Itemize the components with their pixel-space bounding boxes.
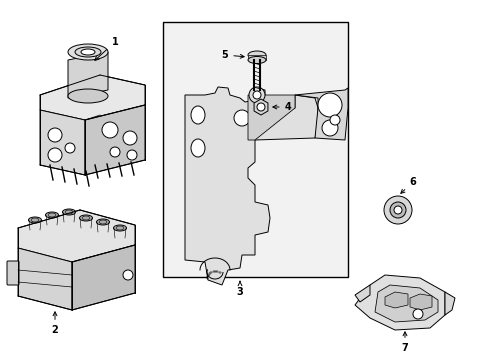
Circle shape xyxy=(65,143,75,153)
Polygon shape xyxy=(184,87,317,285)
Ellipse shape xyxy=(113,225,126,231)
Circle shape xyxy=(254,108,264,118)
Ellipse shape xyxy=(99,220,107,224)
Ellipse shape xyxy=(80,215,92,221)
Polygon shape xyxy=(294,88,347,140)
Circle shape xyxy=(234,110,249,126)
Ellipse shape xyxy=(68,89,108,103)
Ellipse shape xyxy=(68,44,108,60)
Circle shape xyxy=(48,128,62,142)
Polygon shape xyxy=(247,95,294,140)
Circle shape xyxy=(412,309,422,319)
Circle shape xyxy=(48,148,62,162)
Ellipse shape xyxy=(82,216,90,220)
Ellipse shape xyxy=(31,218,39,222)
Ellipse shape xyxy=(116,226,124,230)
Ellipse shape xyxy=(191,106,204,124)
Polygon shape xyxy=(72,245,135,310)
Ellipse shape xyxy=(45,212,59,218)
Polygon shape xyxy=(247,55,265,60)
Ellipse shape xyxy=(65,210,73,214)
Bar xyxy=(163,22,347,277)
FancyBboxPatch shape xyxy=(7,261,19,285)
Polygon shape xyxy=(354,285,369,302)
Circle shape xyxy=(248,87,264,103)
Circle shape xyxy=(102,122,118,138)
Circle shape xyxy=(127,150,137,160)
Circle shape xyxy=(110,147,120,157)
Ellipse shape xyxy=(28,217,41,223)
Text: 3: 3 xyxy=(236,282,243,297)
Circle shape xyxy=(329,115,339,125)
Text: 6: 6 xyxy=(400,177,415,193)
Polygon shape xyxy=(18,248,72,310)
Text: 5: 5 xyxy=(221,50,244,60)
Circle shape xyxy=(257,103,264,111)
Circle shape xyxy=(389,202,405,218)
Polygon shape xyxy=(68,52,108,98)
Ellipse shape xyxy=(247,57,265,63)
Polygon shape xyxy=(444,292,454,315)
Polygon shape xyxy=(384,292,407,308)
Ellipse shape xyxy=(81,49,95,55)
Polygon shape xyxy=(18,210,135,262)
Circle shape xyxy=(123,270,133,280)
Text: 2: 2 xyxy=(52,312,58,335)
Ellipse shape xyxy=(48,213,56,217)
Ellipse shape xyxy=(191,139,204,157)
Text: 7: 7 xyxy=(401,332,407,353)
Ellipse shape xyxy=(96,219,109,225)
Ellipse shape xyxy=(62,209,75,215)
Polygon shape xyxy=(374,285,437,322)
Polygon shape xyxy=(85,105,145,175)
Circle shape xyxy=(321,120,337,136)
Ellipse shape xyxy=(247,51,265,59)
Ellipse shape xyxy=(75,47,101,57)
Text: 1: 1 xyxy=(95,37,118,60)
Polygon shape xyxy=(40,110,85,175)
Text: 4: 4 xyxy=(272,102,291,112)
Circle shape xyxy=(123,131,137,145)
Polygon shape xyxy=(40,75,145,120)
Circle shape xyxy=(383,196,411,224)
Circle shape xyxy=(252,91,261,99)
Circle shape xyxy=(317,93,341,117)
Circle shape xyxy=(393,206,401,214)
Polygon shape xyxy=(409,294,431,310)
Polygon shape xyxy=(354,275,444,330)
Circle shape xyxy=(249,103,269,123)
